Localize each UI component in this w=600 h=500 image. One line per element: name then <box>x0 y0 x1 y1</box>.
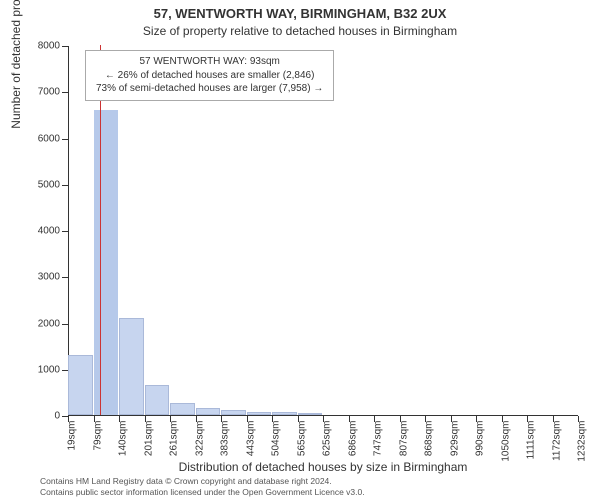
legend-line-3: 73% of semi-detached houses are larger (… <box>96 82 323 96</box>
histogram-bar <box>196 408 221 415</box>
histogram-bar <box>119 318 144 415</box>
histogram-bar <box>68 355 93 415</box>
y-tick-label: 2000 <box>38 318 60 329</box>
footer: Contains HM Land Registry data © Crown c… <box>40 476 580 497</box>
footer-line-2: Contains public sector information licen… <box>40 487 580 498</box>
y-tick-label: 5000 <box>38 179 60 190</box>
y-tick <box>62 324 68 325</box>
histogram-bar <box>170 403 195 415</box>
x-tick-label: 1050sqm <box>500 421 511 462</box>
x-tick-label: 807sqm <box>398 421 409 457</box>
reference-line <box>100 45 101 415</box>
y-tick <box>62 231 68 232</box>
x-tick-label: 140sqm <box>118 421 129 457</box>
histogram-bar <box>247 412 272 415</box>
y-tick-label: 3000 <box>38 272 60 283</box>
y-tick-label: 0 <box>54 411 60 422</box>
x-tick-label: 686sqm <box>347 421 358 457</box>
y-tick <box>62 139 68 140</box>
histogram-bar <box>221 410 246 415</box>
x-tick-label: 79sqm <box>92 421 103 451</box>
legend-line-2: ← 26% of detached houses are smaller (2,… <box>96 69 323 83</box>
x-tick-label: 261sqm <box>169 421 180 457</box>
x-tick-label: 322sqm <box>194 421 205 457</box>
highlight-bar <box>94 110 119 415</box>
y-tick-label: 8000 <box>38 41 60 52</box>
x-tick-label: 1232sqm <box>577 421 588 462</box>
footer-line-1: Contains HM Land Registry data © Crown c… <box>40 476 580 487</box>
y-tick-label: 1000 <box>38 364 60 375</box>
x-tick-label: 383sqm <box>220 421 231 457</box>
x-tick-label: 504sqm <box>271 421 282 457</box>
plot-area: 01000200030004000500060007000800019sqm79… <box>68 46 578 416</box>
y-tick-label: 6000 <box>38 133 60 144</box>
x-tick-label: 990sqm <box>475 421 486 457</box>
histogram-bar <box>298 413 323 415</box>
histogram-bar <box>145 385 170 415</box>
x-tick-label: 625sqm <box>322 421 333 457</box>
legend-box: 57 WENTWORTH WAY: 93sqm ← 26% of detache… <box>85 50 334 101</box>
chart-container: 57, WENTWORTH WAY, BIRMINGHAM, B32 2UX S… <box>0 0 600 500</box>
y-tick <box>62 185 68 186</box>
x-tick-label: 868sqm <box>424 421 435 457</box>
x-tick-label: 929sqm <box>449 421 460 457</box>
x-tick-label: 19sqm <box>67 421 78 451</box>
x-tick-label: 201sqm <box>143 421 154 457</box>
legend-line-1: 57 WENTWORTH WAY: 93sqm <box>96 55 323 69</box>
y-tick-label: 7000 <box>38 87 60 98</box>
y-tick-label: 4000 <box>38 226 60 237</box>
y-tick <box>62 277 68 278</box>
histogram-bar <box>272 412 297 415</box>
x-axis-title: Distribution of detached houses by size … <box>68 460 578 474</box>
y-tick <box>62 92 68 93</box>
x-tick-label: 1111sqm <box>526 421 537 460</box>
x-tick-label: 565sqm <box>296 421 307 457</box>
y-tick <box>62 46 68 47</box>
x-tick-label: 1172sqm <box>551 421 562 461</box>
x-tick-label: 443sqm <box>245 421 256 457</box>
x-tick-label: 747sqm <box>373 421 384 457</box>
